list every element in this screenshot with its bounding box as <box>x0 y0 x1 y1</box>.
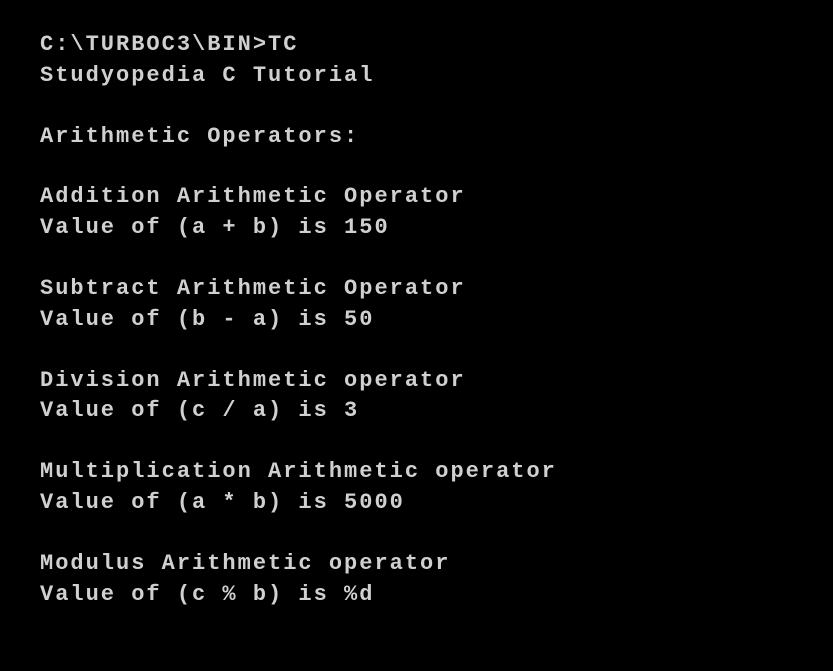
blank-line <box>40 244 793 274</box>
program-title: Studyopedia C Tutorial <box>40 61 793 92</box>
blank-line <box>40 427 793 457</box>
multiplication-value: Value of (a * b) is 5000 <box>40 488 793 519</box>
blank-line <box>40 152 793 182</box>
blank-line <box>40 519 793 549</box>
multiplication-label: Multiplication Arithmetic operator <box>40 457 793 488</box>
division-value: Value of (c / a) is 3 <box>40 396 793 427</box>
modulus-label: Modulus Arithmetic operator <box>40 549 793 580</box>
subtract-value: Value of (b - a) is 50 <box>40 305 793 336</box>
command-prompt: C:\TURBOC3\BIN>TC <box>40 30 793 61</box>
modulus-value: Value of (c % b) is %d <box>40 580 793 611</box>
blank-line <box>40 92 793 122</box>
addition-label: Addition Arithmetic Operator <box>40 182 793 213</box>
subtract-label: Subtract Arithmetic Operator <box>40 274 793 305</box>
blank-line <box>40 336 793 366</box>
division-label: Division Arithmetic operator <box>40 366 793 397</box>
addition-value: Value of (a + b) is 150 <box>40 213 793 244</box>
section-header: Arithmetic Operators: <box>40 122 793 153</box>
terminal-output: C:\TURBOC3\BIN>TC Studyopedia C Tutorial… <box>40 30 793 610</box>
